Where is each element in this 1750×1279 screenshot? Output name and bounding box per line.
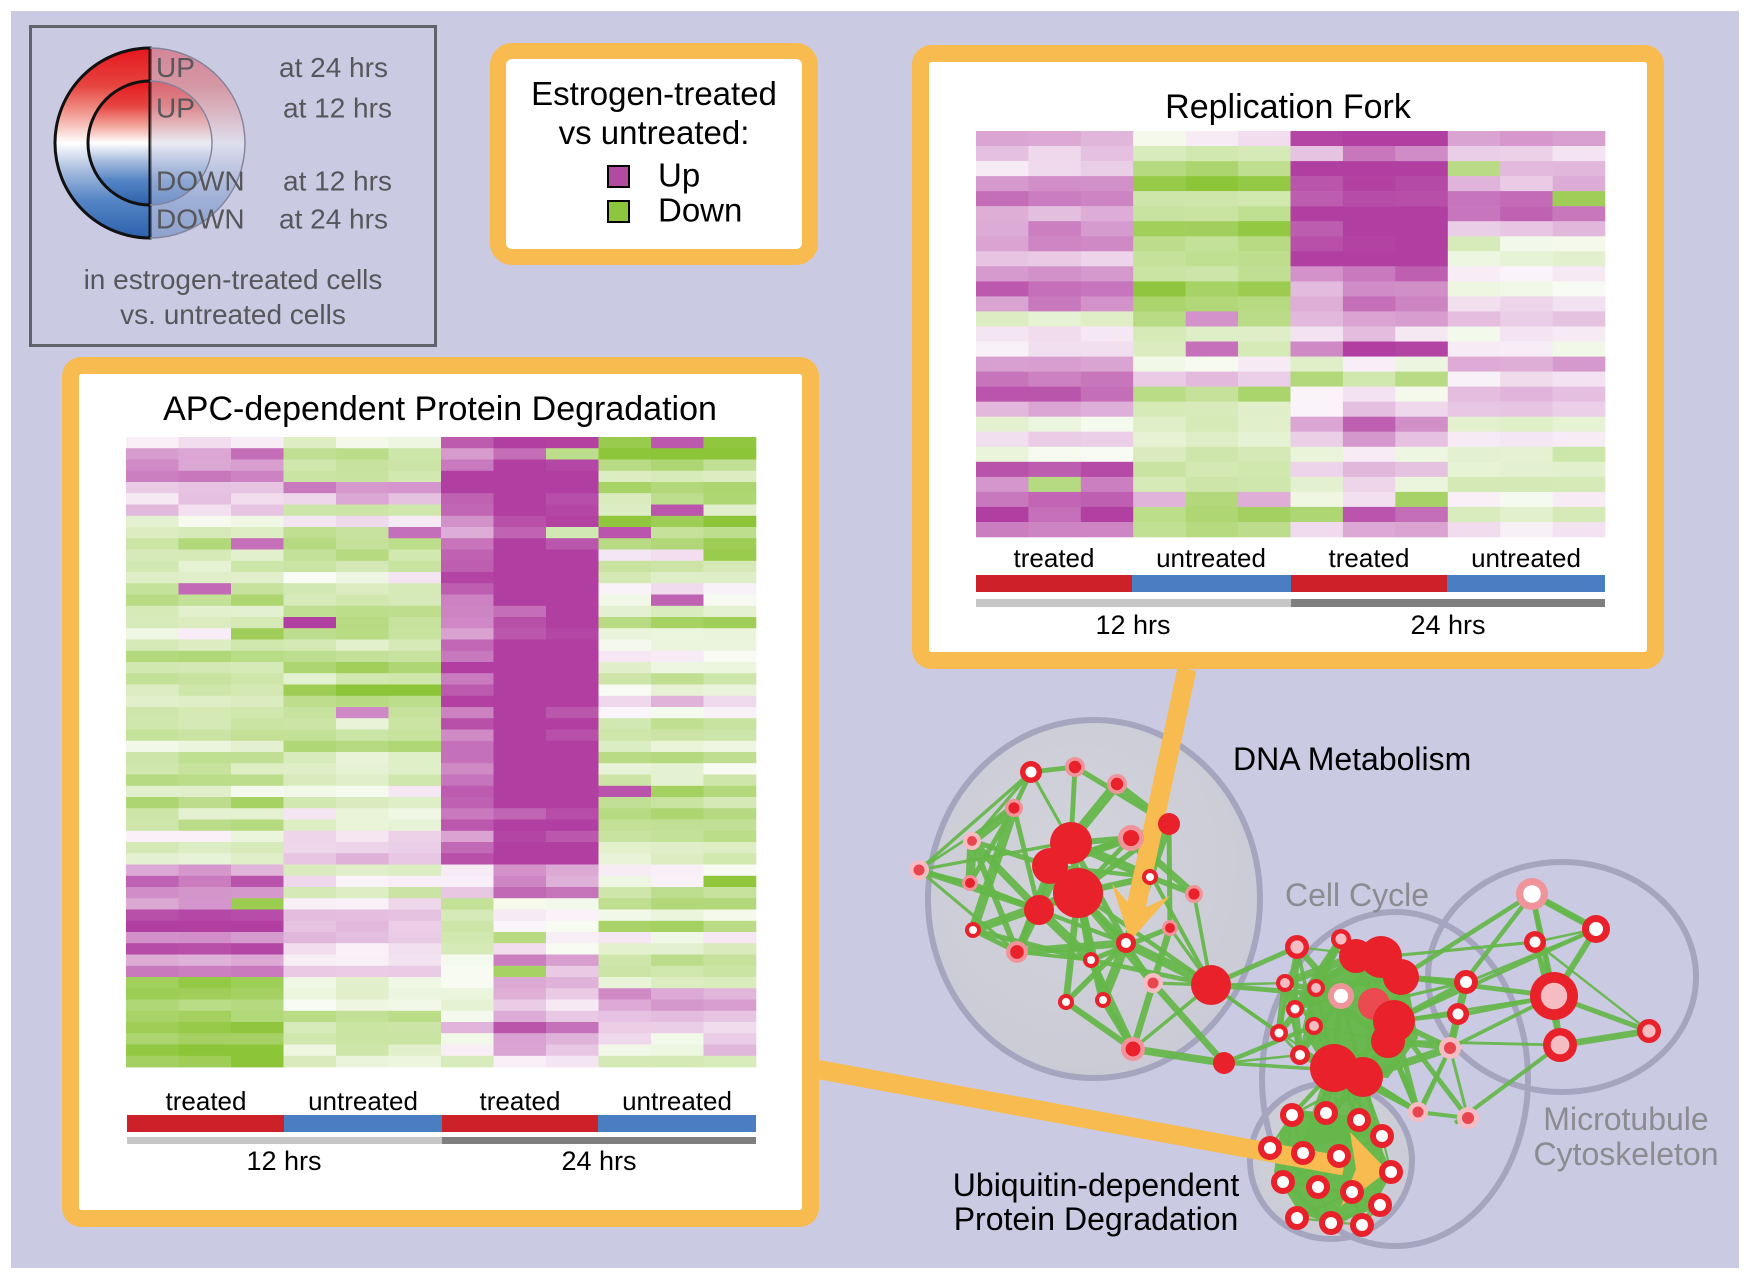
svg-text:Ubiquitin-dependent: Ubiquitin-dependent <box>953 1167 1240 1203</box>
svg-text:DOWN: DOWN <box>156 204 245 235</box>
svg-text:12 hrs: 12 hrs <box>1095 610 1170 640</box>
svg-text:untreated: untreated <box>1156 543 1266 573</box>
svg-text:at 24 hrs: at 24 hrs <box>279 204 388 235</box>
svg-text:untreated: untreated <box>308 1086 418 1116</box>
svg-text:at 12 hrs: at 12 hrs <box>283 93 392 124</box>
svg-text:24 hrs: 24 hrs <box>561 1146 636 1176</box>
svg-text:Down: Down <box>658 192 742 229</box>
svg-text:at 12 hrs: at 12 hrs <box>283 166 392 197</box>
svg-text:Microtubule: Microtubule <box>1543 1101 1708 1137</box>
svg-text:Cell Cycle: Cell Cycle <box>1285 877 1429 913</box>
svg-text:Up: Up <box>658 157 700 194</box>
svg-text:Cytoskeleton: Cytoskeleton <box>1534 1136 1719 1172</box>
svg-text:Replication Fork: Replication Fork <box>1165 88 1412 126</box>
svg-text:treated: treated <box>166 1086 247 1116</box>
svg-text:DOWN: DOWN <box>156 166 245 197</box>
svg-text:Estrogen-treated: Estrogen-treated <box>531 75 777 112</box>
svg-text:DNA Metabolism: DNA Metabolism <box>1233 741 1471 777</box>
svg-text:12 hrs: 12 hrs <box>246 1146 321 1176</box>
svg-text:UP: UP <box>156 52 195 83</box>
svg-text:Protein Degradation: Protein Degradation <box>954 1201 1239 1237</box>
svg-text:untreated: untreated <box>1471 543 1581 573</box>
svg-text:at 24 hrs: at 24 hrs <box>279 52 388 83</box>
svg-text:24 hrs: 24 hrs <box>1410 610 1485 640</box>
svg-text:treated: treated <box>480 1086 561 1116</box>
svg-text:UP: UP <box>156 93 195 124</box>
svg-text:vs untreated:: vs untreated: <box>559 114 750 151</box>
svg-text:in estrogen-treated cells: in estrogen-treated cells <box>84 264 383 295</box>
svg-text:vs. untreated cells: vs. untreated cells <box>120 299 346 330</box>
svg-text:treated: treated <box>1014 543 1095 573</box>
svg-text:treated: treated <box>1329 543 1410 573</box>
svg-text:APC-dependent Protein Degradat: APC-dependent Protein Degradation <box>163 390 717 428</box>
svg-text:untreated: untreated <box>622 1086 732 1116</box>
